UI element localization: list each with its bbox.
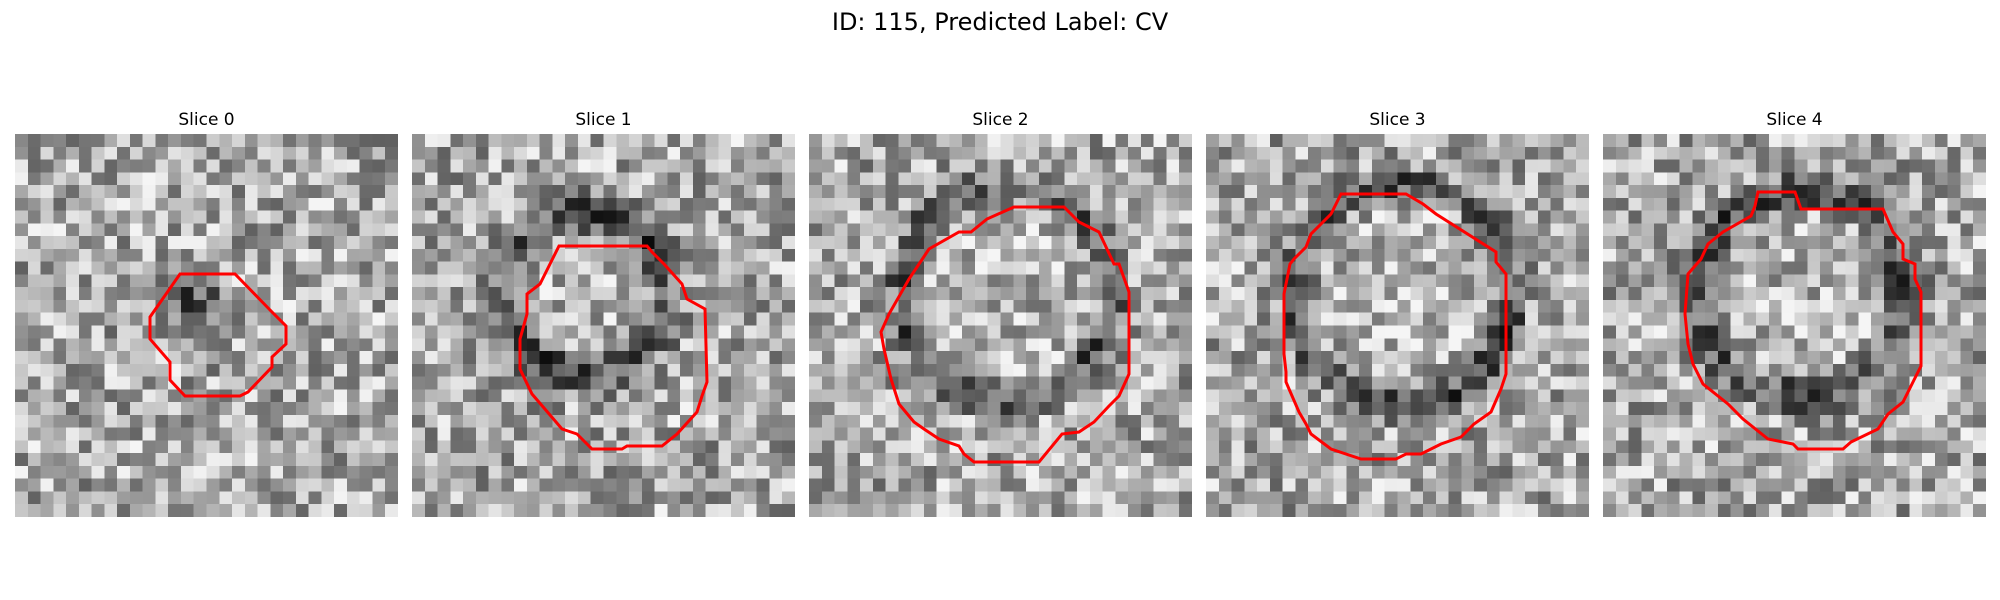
vesicle-contour-2 — [879, 205, 1131, 464]
vesicle-contour-4 — [1683, 190, 1923, 451]
slice-image-3 — [1206, 134, 1589, 517]
slice-image-0 — [15, 134, 398, 517]
slice-panel-4: Slice 4 — [1603, 108, 1986, 517]
vesicle-contour-0 — [148, 272, 288, 398]
slice-panel-3: Slice 3 — [1206, 108, 1589, 517]
slice-image-1 — [412, 134, 795, 517]
slice-title-3: Slice 3 — [1369, 110, 1426, 130]
contour-overlay-4 — [1683, 190, 1923, 451]
slice-title-1: Slice 1 — [575, 110, 632, 130]
slice-panel-1: Slice 1 — [412, 108, 795, 517]
figure-title: ID: 115, Predicted Label: CV — [831, 8, 1169, 36]
slice-title-2: Slice 2 — [972, 110, 1029, 130]
contour-overlay-3 — [1282, 192, 1508, 461]
vesicle-contour-1 — [518, 244, 709, 451]
slice-title-4: Slice 4 — [1766, 110, 1823, 130]
contour-overlay-2 — [879, 205, 1131, 464]
slice-panel-0: Slice 0 — [15, 108, 398, 517]
vesicle-contour-3 — [1282, 192, 1508, 461]
contour-overlay-0 — [148, 272, 288, 398]
slice-panel-2: Slice 2 — [809, 108, 1192, 517]
slice-title-0: Slice 0 — [178, 110, 235, 130]
contour-overlay-1 — [518, 244, 709, 451]
